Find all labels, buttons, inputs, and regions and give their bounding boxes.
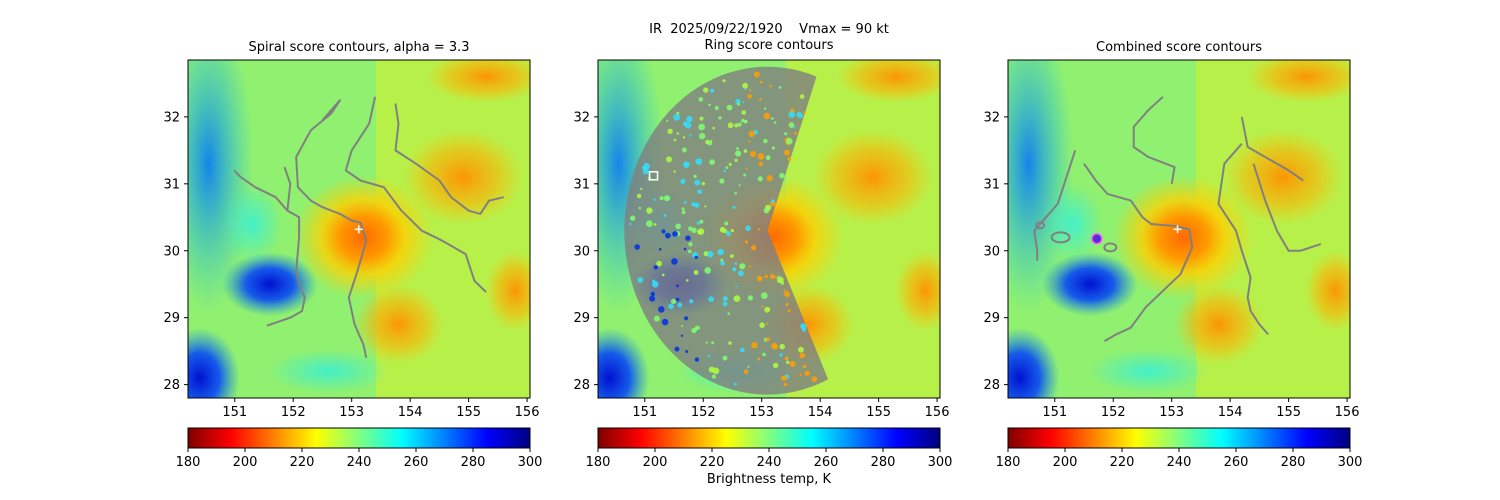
x-tick-label: 156 bbox=[515, 405, 540, 420]
colorbar-tick-label: 280 bbox=[461, 455, 486, 470]
score-contour bbox=[1240, 116, 1304, 182]
center-marker bbox=[1173, 225, 1182, 234]
x-tick-label: 156 bbox=[1335, 405, 1360, 420]
colorbar-tick-label: 260 bbox=[404, 455, 429, 470]
x-tick-label: 156 bbox=[925, 405, 950, 420]
panel-title: Spiral score contours, alpha = 3.3 bbox=[248, 40, 469, 55]
colorbar-tick-label: 220 bbox=[700, 455, 725, 470]
x-tick-label: 152 bbox=[1101, 405, 1126, 420]
axes-frame bbox=[1007, 59, 1351, 399]
x-tick-label: 154 bbox=[1218, 405, 1243, 420]
colorbar-tick-label: 180 bbox=[586, 455, 611, 470]
x-tick-label: 154 bbox=[398, 405, 423, 420]
center-marker bbox=[354, 225, 363, 234]
score-contour bbox=[283, 166, 292, 211]
y-tick-label: 30 bbox=[163, 244, 180, 259]
colorbar: 180 200 220 240 260 280 300 bbox=[176, 427, 543, 470]
score-contour bbox=[295, 99, 368, 359]
y-tick-label: 29 bbox=[983, 311, 1000, 326]
colorbar-tick-label: 200 bbox=[643, 455, 668, 470]
colorbar-gradient bbox=[187, 427, 531, 449]
colorbar-tick-label: 200 bbox=[1053, 455, 1078, 470]
panel-1: Spiral score contours, alpha = 3.3 151 152… bbox=[163, 40, 543, 470]
x-tick-label: 153 bbox=[749, 405, 774, 420]
colorbar-tick-label: 180 bbox=[176, 455, 201, 470]
y-tick-label: 31 bbox=[983, 177, 1000, 192]
x-tick-label: 151 bbox=[632, 405, 657, 420]
y-tick-label: 30 bbox=[573, 244, 590, 259]
combined-center-marker bbox=[1091, 232, 1103, 245]
x-tick-label: 151 bbox=[222, 405, 247, 420]
score-contour bbox=[1103, 242, 1118, 253]
x-tick-label: 153 bbox=[1159, 405, 1184, 420]
colorbar-tick-label: 240 bbox=[757, 455, 782, 470]
y-tick-label: 29 bbox=[573, 311, 590, 326]
y-tick-label: 32 bbox=[163, 110, 180, 125]
score-contour bbox=[233, 169, 306, 327]
x-tick-label: 152 bbox=[281, 405, 306, 420]
colorbar-gradient bbox=[1007, 427, 1351, 449]
colorbar: 180 200 220 240 260 280 300 bbox=[996, 427, 1363, 470]
score-contour bbox=[344, 96, 487, 293]
score-contour bbox=[1083, 163, 1194, 342]
score-contour bbox=[1132, 96, 1176, 184]
score-contour bbox=[394, 103, 504, 215]
score-contour bbox=[1033, 150, 1077, 261]
ring-center-marker bbox=[648, 171, 659, 181]
colorbar-tick-label: 280 bbox=[871, 455, 896, 470]
figure-suptitle: IR 2025/09/22/1920 Vmax = 90 kt bbox=[649, 22, 889, 37]
y-tick-label: 29 bbox=[163, 311, 180, 326]
colorbar-tick-label: 300 bbox=[518, 455, 543, 470]
score-contour bbox=[1050, 231, 1071, 244]
colorbar-tick-label: 240 bbox=[347, 455, 372, 470]
colorbar-tick-label: 300 bbox=[928, 455, 953, 470]
x-tick-label: 153 bbox=[339, 405, 364, 420]
colorbar-tick-label: 260 bbox=[814, 455, 839, 470]
colorbar-tick-label: 200 bbox=[233, 455, 258, 470]
y-tick-label: 30 bbox=[983, 244, 1000, 259]
x-tick-label: 155 bbox=[456, 405, 481, 420]
colorbar-tick-label: 300 bbox=[1338, 455, 1363, 470]
colorbar-tick-label: 240 bbox=[1167, 455, 1192, 470]
colorbar-tick-label: 220 bbox=[1110, 455, 1135, 470]
y-tick-label: 32 bbox=[983, 110, 1000, 125]
colorbar-tick-label: 280 bbox=[1281, 455, 1306, 470]
x-tick-label: 154 bbox=[808, 405, 833, 420]
colorbar: 180 200 220 240 260 280 300 bbox=[586, 427, 953, 470]
x-tick-label: 155 bbox=[866, 405, 891, 420]
brightness-temp-image bbox=[598, 60, 940, 398]
axes-frame bbox=[597, 59, 941, 399]
center-panel-title: Ring score contours bbox=[704, 38, 834, 53]
y-tick-label: 28 bbox=[983, 378, 1000, 393]
ring-contour-texture bbox=[628, 71, 818, 387]
colorbar-tick-label: 180 bbox=[996, 455, 1021, 470]
colorbar-tick-label: 220 bbox=[290, 455, 315, 470]
colorbar-label: Brightness temp, K bbox=[706, 472, 832, 487]
axes-frame bbox=[187, 59, 531, 399]
score-contour bbox=[1217, 143, 1269, 336]
x-tick-label: 151 bbox=[1042, 405, 1067, 420]
brightness-temp-image bbox=[1008, 60, 1350, 398]
score-contour bbox=[1252, 163, 1322, 252]
panel-title: Combined score contours bbox=[1096, 40, 1262, 55]
colorbar-gradient bbox=[597, 427, 941, 449]
y-tick-label: 31 bbox=[163, 177, 180, 192]
x-tick-label: 152 bbox=[691, 405, 716, 420]
panel-3: Combined score contours 151 152 153 154 155 15… bbox=[983, 40, 1363, 470]
y-tick-label: 32 bbox=[573, 110, 590, 125]
panel-2: 151 152 153 154 155 156 28 29 30 31 32 180 200 220 240… bbox=[573, 59, 953, 470]
colorbar-tick-label: 260 bbox=[1224, 455, 1249, 470]
y-tick-label: 31 bbox=[573, 177, 590, 192]
x-tick-label: 155 bbox=[1276, 405, 1301, 420]
y-tick-label: 28 bbox=[163, 378, 180, 393]
score-contour bbox=[1035, 221, 1046, 230]
brightness-temp-image bbox=[188, 60, 530, 398]
y-tick-label: 28 bbox=[573, 378, 590, 393]
